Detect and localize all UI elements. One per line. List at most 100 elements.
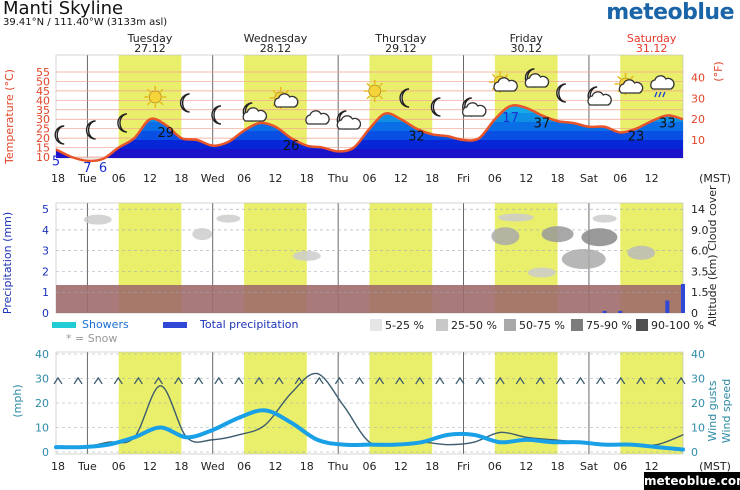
temp-y2-tick: 20 bbox=[691, 113, 705, 126]
temp-band bbox=[56, 149, 683, 158]
temp-y2-tick: 40 bbox=[691, 72, 705, 85]
wind-y-tick: 0 bbox=[42, 446, 49, 459]
wind-arrow-icon bbox=[334, 376, 344, 385]
cloud-cover-patch bbox=[292, 250, 321, 261]
cloud-legend-swatch bbox=[370, 319, 382, 331]
wind-arrow-icon bbox=[314, 376, 324, 385]
moon-icon bbox=[85, 120, 96, 140]
wind-arrow-icon bbox=[133, 376, 143, 385]
snow-line-band bbox=[56, 284, 683, 313]
precip-legend: Showers Total precipitation * = Snow 5-25 %… bbox=[52, 318, 704, 345]
temp-annotation: 29 bbox=[157, 126, 174, 141]
moon-icon bbox=[179, 93, 190, 113]
temp-x-tick: 18 bbox=[300, 172, 314, 185]
prec-y-tick: 5 bbox=[42, 203, 49, 216]
day-name: Saturday bbox=[627, 32, 677, 45]
temp-x-tick: 18 bbox=[551, 172, 565, 185]
cloud-legend-label: 75-90 % bbox=[586, 319, 632, 332]
temp-y-tick: 20 bbox=[36, 132, 50, 145]
snow-legend-label: * = Snow bbox=[66, 332, 117, 345]
cloud-icon bbox=[336, 115, 362, 130]
temp-x-tick: Thu bbox=[327, 172, 349, 185]
cloud-legend-label: 5-25 % bbox=[385, 319, 424, 332]
temp-x-tick: 06 bbox=[363, 172, 377, 185]
wind-y-tick: 40 bbox=[35, 348, 49, 361]
wind-arrow-icon bbox=[515, 376, 525, 385]
cloud-cover-patch bbox=[497, 213, 534, 222]
cloud-legend-swatch bbox=[436, 319, 448, 331]
day-date: 29.12 bbox=[385, 42, 417, 55]
temp-x-tick: 12 bbox=[645, 172, 659, 185]
day-name: Friday bbox=[510, 32, 544, 45]
prec-y-tick: 2 bbox=[42, 265, 49, 278]
wind-x-tick: 12 bbox=[645, 460, 659, 473]
day-name: Tuesday bbox=[127, 32, 173, 45]
brand-logo[interactable]: meteoblue bbox=[606, 0, 734, 25]
wind-arrow-icon bbox=[294, 376, 304, 385]
temp-annotation: 7 bbox=[83, 161, 91, 176]
wind-x-tick: 18 bbox=[174, 460, 188, 473]
cloud-legend-label: 90-100 % bbox=[651, 319, 704, 332]
sun-icon bbox=[363, 80, 386, 102]
rain-icon bbox=[654, 91, 666, 98]
cloud-cover-patch bbox=[491, 227, 520, 246]
shower-swatch bbox=[52, 322, 76, 328]
prec-y-axis-label: Precipitation (mm) bbox=[1, 212, 14, 314]
temp-x-tick: Fri bbox=[457, 172, 470, 185]
wind-x-tick: Fri bbox=[457, 460, 470, 473]
wind-x-tick: Tue bbox=[77, 460, 97, 473]
wind-y-axis-label: (mph) bbox=[11, 384, 24, 417]
prec-y-tick: 4 bbox=[42, 224, 49, 237]
cloud-legend-label: 50-75 % bbox=[519, 319, 565, 332]
moon-icon bbox=[399, 88, 410, 108]
prec-y2-axis-label: Altitude (km) Cloud cover bbox=[706, 185, 719, 327]
cloud-legend-label: 25-50 % bbox=[451, 319, 497, 332]
total-precip-swatch bbox=[163, 322, 187, 328]
cloud-icon bbox=[650, 75, 675, 90]
wind-x-tick: Sat bbox=[580, 460, 599, 473]
cloud-cover-patch bbox=[216, 214, 241, 223]
wind-x-tick: 06 bbox=[613, 460, 627, 473]
temp-y-tick: 50 bbox=[36, 75, 50, 88]
wind-arrow-icon bbox=[676, 376, 686, 385]
day-date: 31.12 bbox=[636, 42, 668, 55]
moon-icon bbox=[54, 125, 65, 145]
temp-band bbox=[56, 131, 683, 140]
temp-x-tick: 12 bbox=[519, 172, 533, 185]
shower-legend-label: Showers bbox=[82, 318, 129, 331]
prec-y2-tick: 3.5 bbox=[691, 265, 709, 278]
cloud-icon bbox=[524, 73, 550, 88]
wind-speed-line bbox=[54, 408, 685, 452]
precip-bar bbox=[618, 310, 623, 313]
wind-arrow-icon bbox=[575, 376, 586, 385]
wind-arrow-icon bbox=[254, 376, 264, 385]
location-coordinates: 39.41°N / 111.40°W (3133m asl) bbox=[3, 17, 168, 28]
temp-y-tick: 40 bbox=[36, 94, 50, 107]
wind-arrow-icon bbox=[616, 376, 626, 385]
temp-x-tick: 12 bbox=[268, 172, 282, 185]
footer-brand[interactable]: meteoblue.com bbox=[644, 472, 740, 490]
precip-bar bbox=[665, 300, 670, 313]
temp-band bbox=[56, 140, 683, 149]
temp-y-tick: 35 bbox=[36, 104, 50, 117]
wind-arrow-icon bbox=[274, 376, 284, 385]
prec-y2-tick: 6.0 bbox=[691, 245, 709, 258]
precip-bar bbox=[681, 283, 685, 313]
wind-arrow-icon bbox=[375, 376, 385, 385]
temp-y2-axis-label: (°F) bbox=[712, 61, 725, 81]
wind-arrow-icon bbox=[455, 376, 465, 385]
temp-x-tick: 18 bbox=[51, 172, 65, 185]
wind-y-tick: 10 bbox=[35, 422, 49, 435]
temp-x-tick: 12 bbox=[143, 172, 157, 185]
wind-arrow-icon bbox=[214, 376, 224, 385]
temp-y2-tick: 30 bbox=[691, 92, 705, 105]
temp-x-tick: 06 bbox=[613, 172, 627, 185]
wind-y2-axis-label: Wind gusts bbox=[706, 380, 719, 441]
total-precip-legend-label: Total precipitation bbox=[199, 318, 299, 331]
cloud-icon bbox=[462, 102, 487, 117]
day-date: 27.12 bbox=[134, 42, 166, 55]
temp-annotation: 26 bbox=[283, 139, 300, 154]
day-name: Thursday bbox=[374, 32, 427, 45]
day-date: 28.12 bbox=[260, 42, 292, 55]
wind-x-unit: (MST) bbox=[699, 460, 731, 473]
